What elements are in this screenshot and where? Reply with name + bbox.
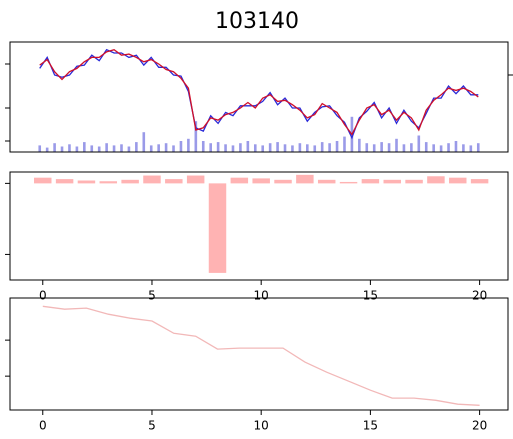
volume-bar [75, 146, 79, 152]
volume-bar [201, 141, 205, 152]
volume-bar [90, 145, 94, 152]
plot-frame [9, 297, 509, 411]
line [42, 305, 480, 406]
volume-bar [60, 146, 64, 152]
volume-bar [439, 145, 443, 152]
volume-bar [179, 141, 183, 152]
bar [208, 183, 227, 273]
line [39, 48, 479, 140]
bar [77, 180, 96, 184]
bar [405, 179, 423, 184]
volume-bar [432, 144, 435, 152]
x-tick-label: 0 [39, 419, 47, 433]
volume-bar [469, 145, 473, 152]
volume-bar [142, 132, 146, 152]
x-tick-label: 10 [254, 419, 269, 433]
bar [361, 179, 380, 184]
bar [317, 179, 336, 184]
bar [143, 175, 161, 184]
volume-bar [306, 144, 309, 152]
bar [55, 179, 74, 184]
volume-bar [276, 142, 279, 152]
volume-bar [291, 145, 294, 152]
volume-bar [149, 145, 153, 152]
volume-bar [38, 145, 42, 152]
x-tick-label: 5 [148, 289, 156, 303]
bar [165, 179, 183, 184]
bar [274, 179, 292, 184]
plot-frame [9, 41, 509, 153]
volume-bar [112, 145, 116, 152]
volume-bar [454, 141, 458, 152]
x-tick-label: 10 [254, 289, 269, 303]
volume-bar [187, 138, 190, 152]
volume-bar [372, 144, 376, 152]
bar [186, 175, 205, 184]
line [39, 48, 479, 136]
volume-bar [283, 144, 287, 152]
volume-bar [261, 145, 265, 152]
bar [252, 178, 270, 184]
volume-bar [231, 145, 235, 152]
x-tick-label: 15 [363, 289, 378, 303]
volume-bar [365, 143, 369, 152]
bar [99, 181, 118, 184]
bar [383, 179, 401, 184]
volume-bar [298, 143, 302, 152]
volume-bar [320, 142, 324, 152]
bar [34, 177, 52, 184]
volume-bar [216, 142, 220, 152]
x-tick-label: 15 [363, 419, 378, 433]
volume-bar [253, 144, 257, 152]
bar [427, 176, 445, 184]
chart-title: 103140 [215, 9, 299, 34]
volume-bar [45, 147, 49, 152]
volume-bar [239, 143, 242, 152]
volume-bar [209, 143, 212, 152]
volume-bar [462, 144, 465, 152]
volume-bar [358, 138, 361, 152]
volume-bar [328, 143, 331, 152]
volume-bar [424, 142, 428, 152]
x-tick-label: 20 [472, 289, 487, 303]
bar [470, 179, 489, 184]
bar [230, 177, 249, 184]
bar [449, 177, 467, 184]
volume-bar [120, 144, 123, 152]
volume-bar [402, 144, 406, 152]
volume-bar [83, 142, 86, 152]
volume-bar [68, 144, 71, 152]
x-tick-label: 5 [148, 419, 156, 433]
volume-bar [268, 143, 272, 152]
volume-bar [224, 144, 227, 152]
volume-bar [164, 143, 168, 152]
bar [121, 179, 139, 184]
x-tick-label: 20 [472, 419, 487, 433]
bar [296, 174, 314, 184]
bar [339, 181, 358, 184]
volume-bar [135, 142, 138, 152]
volume-bar [53, 143, 56, 152]
volume-bar [246, 141, 250, 152]
volume-bar [335, 141, 339, 152]
volume-bar [410, 143, 413, 152]
x-tick-label: 0 [39, 289, 47, 303]
volume-bar [395, 138, 398, 152]
volume-bar [476, 143, 480, 152]
volume-bar [157, 144, 160, 152]
volume-bar [194, 121, 198, 152]
volume-bar [313, 145, 317, 152]
volume-bar [447, 143, 450, 152]
volume-bar [127, 146, 131, 152]
volume-bar [343, 136, 346, 152]
volume-bar [417, 135, 421, 152]
volume-bar [380, 142, 383, 152]
volume-bar [172, 145, 175, 152]
volume-bar [97, 146, 101, 152]
volume-bar [387, 143, 391, 152]
plot-frame [9, 171, 509, 281]
volume-bar [105, 143, 108, 152]
